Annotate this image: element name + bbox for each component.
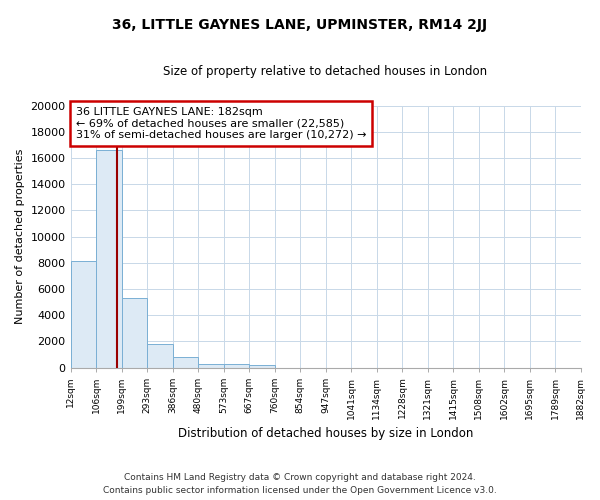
X-axis label: Distribution of detached houses by size in London: Distribution of detached houses by size …	[178, 427, 473, 440]
Bar	[173, 357, 198, 368]
Y-axis label: Number of detached properties: Number of detached properties	[15, 149, 25, 324]
Bar	[96, 150, 122, 368]
Bar	[198, 364, 224, 368]
Text: 36, LITTLE GAYNES LANE, UPMINSTER, RM14 2JJ: 36, LITTLE GAYNES LANE, UPMINSTER, RM14 …	[112, 18, 488, 32]
Title: Size of property relative to detached houses in London: Size of property relative to detached ho…	[163, 65, 488, 78]
Text: 36 LITTLE GAYNES LANE: 182sqm
← 69% of detached houses are smaller (22,585)
31% : 36 LITTLE GAYNES LANE: 182sqm ← 69% of d…	[76, 107, 366, 140]
Bar	[71, 262, 96, 368]
Bar	[122, 298, 147, 368]
Bar	[147, 344, 173, 368]
Bar	[224, 364, 249, 368]
Text: Contains HM Land Registry data © Crown copyright and database right 2024.
Contai: Contains HM Land Registry data © Crown c…	[103, 474, 497, 495]
Bar	[249, 365, 275, 368]
